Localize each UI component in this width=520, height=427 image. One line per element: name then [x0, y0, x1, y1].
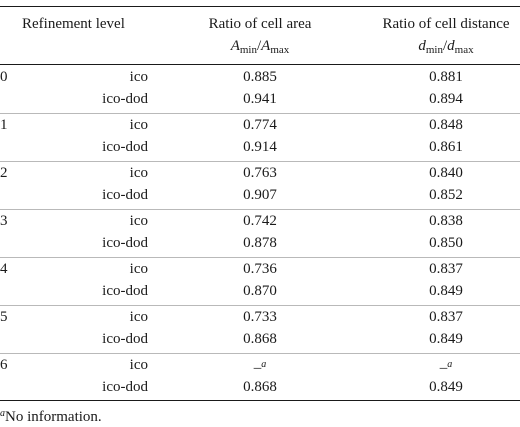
cropped-caption-fragment — [0, 0, 160, 2]
table-row: ico-dod 0.941 0.894 — [0, 88, 520, 110]
cell-area-ratio: –a — [253, 359, 267, 376]
refinement-level-cell: 6 — [0, 357, 8, 373]
grid-type-cell: ico-dod — [102, 235, 148, 251]
header-cell-distance: Ratio of cell distance — [382, 16, 510, 32]
cell-area-ratio: 0.907 — [243, 187, 277, 203]
grid-type-cell: ico-dod — [102, 91, 148, 107]
cell-distance-ratio: 0.848 — [429, 117, 463, 133]
cell-area-ratio: 0.742 — [243, 213, 277, 229]
cell-area-ratio: 0.774 — [243, 117, 277, 133]
refinement-level-cell: 3 — [0, 213, 8, 229]
header-cell-distance-formula: dmin/dmax — [418, 38, 474, 56]
grid-type-cell: ico — [129, 213, 148, 229]
table-bottom-rule — [0, 400, 520, 401]
cell-area-ratio: 0.885 — [243, 69, 277, 85]
table-row: 4 ico 0.736 0.837 — [0, 258, 520, 280]
table-top-rule — [0, 6, 520, 7]
table-footnote: aNo information. — [0, 408, 102, 425]
cell-area-ratio: 0.763 — [243, 165, 277, 181]
header-cell-area: Ratio of cell area — [208, 16, 312, 32]
cell-distance-ratio: 0.840 — [429, 165, 463, 181]
group-separator — [0, 353, 520, 354]
cell-distance-ratio: –a — [439, 359, 453, 376]
table-row: ico-dod 0.870 0.849 — [0, 280, 520, 302]
footnote-marker: a — [447, 359, 453, 370]
footnote-marker: a — [261, 359, 267, 370]
grid-type-cell: ico — [129, 117, 148, 133]
grid-type-cell: ico-dod — [102, 139, 148, 155]
cell-distance-ratio: 0.849 — [429, 283, 463, 299]
table-row: ico-dod 0.907 0.852 — [0, 184, 520, 206]
table-row: 5 ico 0.733 0.837 — [0, 306, 520, 328]
cell-area-ratio: 0.868 — [243, 379, 277, 395]
cell-distance-ratio: 0.881 — [429, 69, 463, 85]
table-row: ico-dod 0.878 0.850 — [0, 232, 520, 254]
grid-type-cell: ico — [129, 261, 148, 277]
grid-type-cell: ico-dod — [102, 187, 148, 203]
cell-distance-ratio: 0.837 — [429, 261, 463, 277]
grid-type-cell: ico-dod — [102, 379, 148, 395]
cell-distance-ratio: 0.849 — [429, 331, 463, 347]
table-row: ico-dod 0.868 0.849 — [0, 376, 520, 398]
cell-distance-ratio: 0.894 — [429, 91, 463, 107]
group-separator — [0, 161, 520, 162]
refinement-level-cell: 4 — [0, 261, 8, 277]
grid-type-cell: ico — [129, 357, 148, 373]
cell-area-ratio: 0.870 — [243, 283, 277, 299]
table-row: 3 ico 0.742 0.838 — [0, 210, 520, 232]
table-row: ico-dod 0.914 0.861 — [0, 136, 520, 158]
table-row: 0 ico 0.885 0.881 — [0, 66, 520, 88]
group-separator — [0, 113, 520, 114]
grid-type-cell: ico — [129, 69, 148, 85]
cell-area-ratio: 0.941 — [243, 91, 277, 107]
header-cell-area-formula: Amin/Amax — [230, 38, 290, 56]
refinement-level-cell: 2 — [0, 165, 8, 181]
cell-area-ratio: 0.914 — [243, 139, 277, 155]
grid-type-cell: ico — [129, 165, 148, 181]
group-separator — [0, 209, 520, 210]
cell-area-ratio: 0.868 — [243, 331, 277, 347]
refinement-level-cell: 1 — [0, 117, 8, 133]
refinement-level-cell: 5 — [0, 309, 8, 325]
cell-distance-ratio: 0.861 — [429, 139, 463, 155]
cell-distance-ratio: 0.838 — [429, 213, 463, 229]
group-separator — [0, 257, 520, 258]
cell-distance-ratio: 0.850 — [429, 235, 463, 251]
table-row: 2 ico 0.763 0.840 — [0, 162, 520, 184]
grid-type-cell: ico — [129, 309, 148, 325]
cell-distance-ratio: 0.849 — [429, 379, 463, 395]
cell-area-ratio: 0.733 — [243, 309, 277, 325]
cell-distance-ratio: 0.852 — [429, 187, 463, 203]
table-row: 6 ico –a –a — [0, 354, 520, 376]
grid-type-cell: ico-dod — [102, 331, 148, 347]
table-header-rule — [0, 64, 520, 65]
table-row: ico-dod 0.868 0.849 — [0, 328, 520, 350]
grid-type-cell: ico-dod — [102, 283, 148, 299]
group-separator — [0, 305, 520, 306]
header-refinement-level: Refinement level — [22, 16, 125, 32]
cell-area-ratio: 0.736 — [243, 261, 277, 277]
table-row: 1 ico 0.774 0.848 — [0, 114, 520, 136]
cell-distance-ratio: 0.837 — [429, 309, 463, 325]
cell-area-ratio: 0.878 — [243, 235, 277, 251]
refinement-level-cell: 0 — [0, 69, 8, 85]
